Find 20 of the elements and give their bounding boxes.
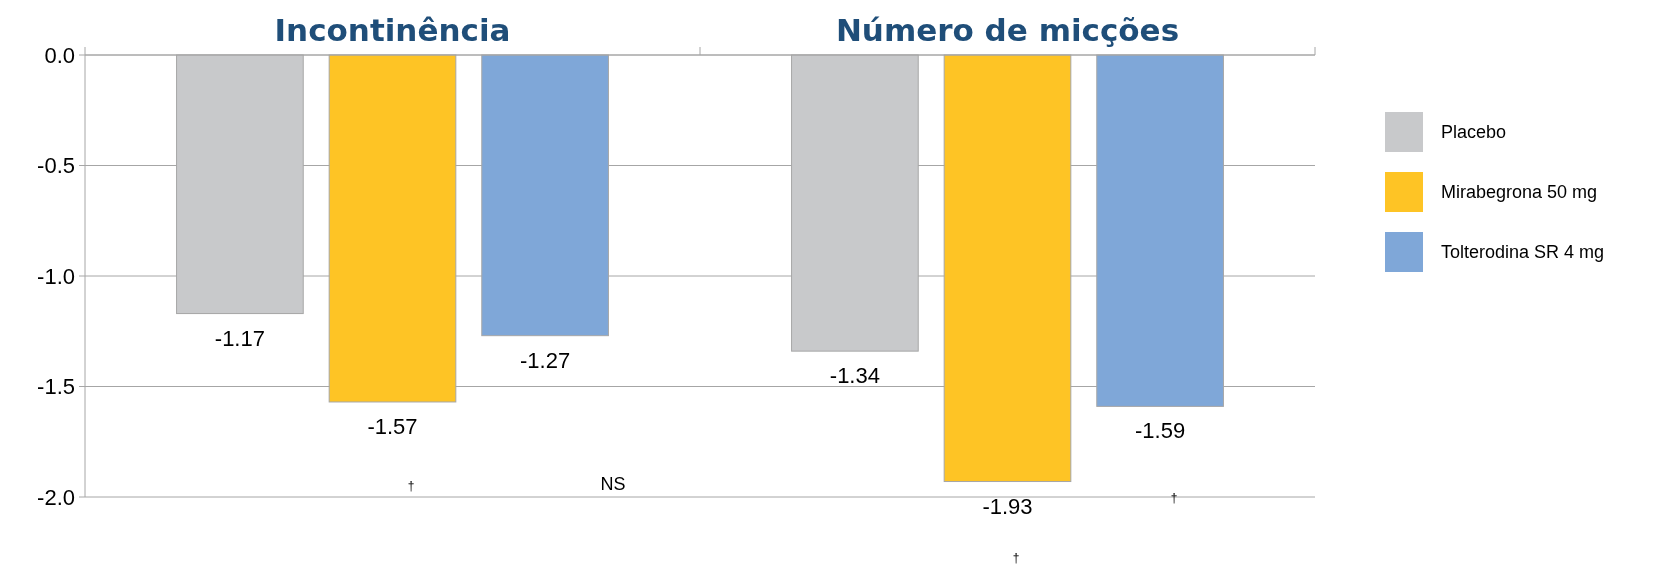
annotation: †: [1170, 491, 1178, 505]
data-label: -1.34: [829, 363, 880, 389]
y-tick-label: -0.5: [37, 153, 75, 179]
data-label: -1.57: [367, 413, 418, 439]
x-tick-label: Incontinência: [274, 12, 511, 48]
data-label: -1.17: [214, 325, 265, 351]
data-label: -1.27: [520, 347, 571, 373]
y-tick-label: -1.0: [37, 263, 75, 289]
y-tick-label: -2.0: [37, 484, 75, 510]
data-label: -1.93: [982, 493, 1033, 519]
data-label: -1.59: [1135, 418, 1186, 444]
annotation: †: [407, 479, 415, 493]
annotation: NS: [600, 474, 626, 494]
y-tick-label: 0.0: [44, 42, 75, 68]
y-tick-label: -1.5: [37, 374, 75, 400]
x-tick-label: Número de micções: [835, 12, 1180, 48]
text: †: [1012, 551, 1020, 565]
legend-label: Tolterodina SR 4 mg: [1441, 242, 1605, 263]
legend-label: Mirabegrona 50 mg: [1441, 182, 1598, 203]
legend-label: Placebo: [1441, 122, 1507, 143]
